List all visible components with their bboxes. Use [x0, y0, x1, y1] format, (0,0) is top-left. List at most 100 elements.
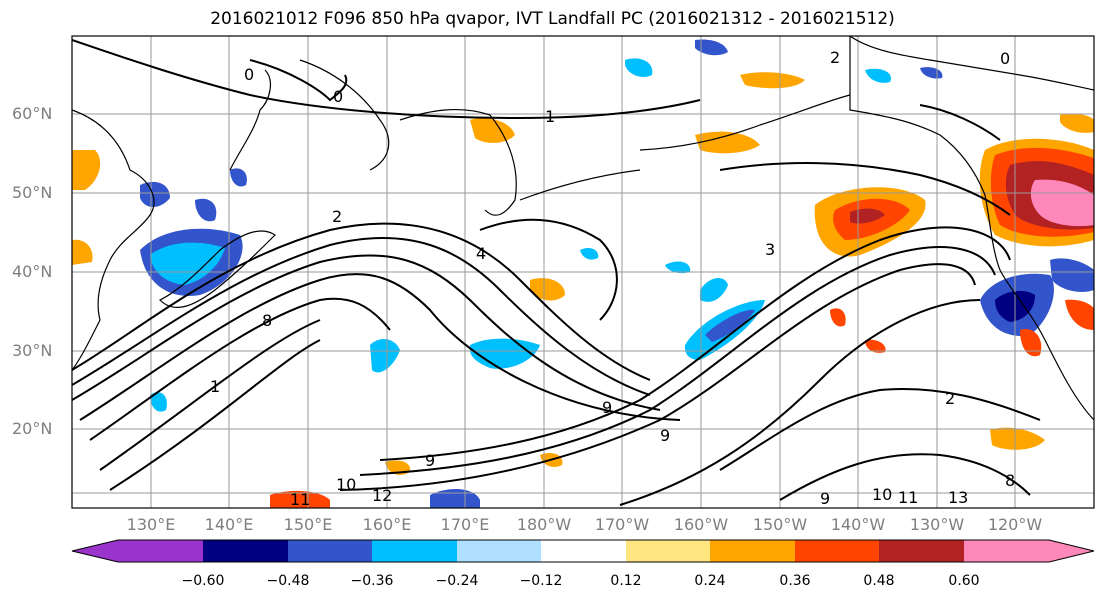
negative-anomaly-region: [580, 247, 599, 260]
positive-anomaly-region: [1030, 179, 1094, 227]
contour-label: 12: [372, 486, 392, 505]
contour-label: 8: [262, 311, 272, 330]
contour-label: 0: [244, 65, 254, 84]
colorbar-tick-label: 0.48: [863, 573, 895, 589]
colorbar-swatch: [879, 540, 964, 562]
longitude-label: 180°W: [516, 515, 572, 534]
negative-anomaly-region: [370, 338, 400, 373]
positive-anomaly-region: [270, 490, 330, 508]
coastlines: [72, 36, 1094, 421]
positive-anomaly-region: [830, 308, 846, 327]
longitude-label: 130°W: [909, 515, 965, 534]
contour-label-group: 1 2 3 4 2 9 10 11 12 13 9 8 1 0 0 2 9 8 …: [210, 48, 1015, 509]
negative-anomaly-region: [150, 242, 225, 285]
colorbar-swatch: [1049, 540, 1094, 562]
map-title: 2016021012 F096 850 hPa qvapor, IVT Land…: [210, 9, 895, 29]
colorbar-swatch: [457, 540, 541, 562]
contour-label: 4: [476, 244, 486, 263]
contour-label: 11: [898, 488, 918, 507]
positive-anomaly-region: [530, 278, 565, 301]
longitude-label: 120°W: [987, 515, 1043, 534]
negative-anomaly-region: [705, 309, 755, 342]
contour-label: 2: [945, 389, 955, 408]
contour-label: 9: [425, 451, 435, 470]
colorbar-tick-label: −0.60: [181, 573, 225, 589]
latitude-label: 50°N: [12, 183, 53, 202]
colorbar-swatch: [288, 540, 372, 562]
colorbar-swatch: [72, 540, 118, 562]
negative-anomaly-region: [695, 39, 728, 56]
colorbar-tick-label: 0.36: [779, 573, 811, 589]
colorbar-tick-label: 0.60: [948, 573, 980, 589]
ivt-contours: [72, 39, 1041, 506]
contour-label: 2: [332, 207, 342, 226]
longitude-label: 150°E: [283, 515, 333, 534]
negative-anomaly-region: [1050, 258, 1094, 292]
colorbar-tick-label: −0.48: [266, 573, 310, 589]
longitude-label: 140°W: [830, 515, 886, 534]
latitude-label: 30°N: [12, 341, 53, 360]
positive-anomaly-region: [740, 72, 805, 89]
contour-label: 1: [545, 107, 555, 126]
contour-label: 11: [290, 490, 310, 509]
negative-anomaly-region: [150, 392, 167, 412]
negative-anomaly-region: [920, 67, 943, 79]
positive-anomaly-region: [1065, 299, 1094, 330]
colorbar-swatch: [795, 540, 879, 562]
colorbar-swatch: [541, 540, 626, 562]
longitude-label: 160°W: [673, 515, 729, 534]
contour-label: 2: [830, 48, 840, 67]
negative-anomaly-region: [665, 261, 691, 274]
colorbar-tick-label: −0.24: [435, 573, 479, 589]
contour-label: 0: [333, 87, 343, 106]
graticule: [72, 36, 1094, 508]
contour-label: 13: [948, 488, 968, 507]
longitude-label: 130°E: [126, 515, 176, 534]
colorbar-swatch: [118, 540, 203, 562]
contour-label: 1: [210, 377, 220, 396]
colorbar-tick-label: −0.12: [519, 573, 563, 589]
negative-anomaly-region: [865, 68, 891, 83]
colorbar-tick-label: −0.36: [350, 573, 394, 589]
contour-label: 9: [602, 398, 612, 417]
contour-label: 3: [765, 240, 775, 259]
contour-label: 10: [336, 475, 356, 494]
negative-anomaly-region: [430, 488, 480, 508]
positive-anomaly-region: [1020, 329, 1042, 357]
contour-label: 0: [1000, 49, 1010, 68]
positive-anomaly-region: [990, 427, 1045, 450]
longitude-label: 150°W: [752, 515, 808, 534]
negative-anomaly-region: [700, 278, 728, 302]
latitude-label: 60°N: [12, 104, 53, 123]
positive-anomaly-region: [850, 208, 885, 224]
contour-label: 9: [660, 426, 670, 445]
contour-label: 9: [820, 489, 830, 508]
latitude-label: 20°N: [12, 419, 53, 438]
contour-label: 10: [872, 485, 892, 504]
positive-anomaly-region: [72, 150, 101, 190]
colorbar-swatch: [626, 540, 710, 562]
positive-anomaly-region: [470, 118, 515, 143]
colorbar-swatch: [710, 540, 795, 562]
longitude-label: 140°E: [204, 515, 254, 534]
positive-anomaly-region: [695, 131, 760, 154]
colorbar: [71, 539, 1095, 563]
longitude-label: 170°E: [440, 515, 490, 534]
colorbar-swatch: [372, 540, 457, 562]
colorbar-swatch: [964, 540, 1049, 562]
positive-anomaly-region: [72, 239, 93, 265]
negative-anomaly-region: [140, 181, 170, 207]
latitude-label: 40°N: [12, 262, 53, 281]
longitude-label: 170°W: [594, 515, 650, 534]
positive-anomaly-region: [1060, 113, 1094, 133]
longitude-label: 160°E: [362, 515, 412, 534]
colorbar-tick-label: 0.12: [610, 573, 642, 589]
map-frame: [71, 35, 1095, 509]
colorbar-swatch: [203, 540, 288, 562]
colorbar-tick-label: 0.24: [694, 573, 726, 589]
negative-anomaly-region: [195, 198, 217, 222]
negative-anomaly-region: [625, 58, 653, 77]
negative-anomaly-region: [230, 168, 247, 187]
contour-label: 8: [1005, 471, 1015, 490]
